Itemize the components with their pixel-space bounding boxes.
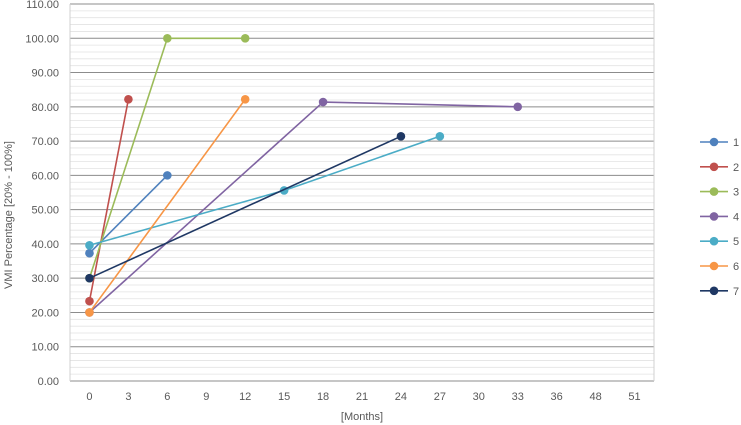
legend-marker <box>709 286 719 296</box>
series-6 <box>85 94 250 317</box>
y-tick-label: 40.00 <box>31 239 59 251</box>
data-point <box>163 171 172 180</box>
x-tick-label: 21 <box>356 391 368 403</box>
legend-marker <box>709 137 719 147</box>
x-tick-label: 18 <box>317 391 329 403</box>
y-axis-ticks: 0.00 10.00 20.00 30.00 40.00 50.00 60.00 70.00 8… <box>25 0 59 388</box>
x-tick-label: 30 <box>473 391 485 403</box>
series-line <box>88 98 246 313</box>
legend-marker <box>709 236 719 246</box>
legend-label: 6 <box>733 261 739 273</box>
legend-item-6: 6 <box>700 261 739 273</box>
legend-item-3: 3 <box>700 187 739 199</box>
y-tick-label: 60.00 <box>31 170 59 182</box>
legend-marker <box>709 162 719 172</box>
x-tick-label: 9 <box>203 391 209 403</box>
legend-label: 5 <box>733 236 739 248</box>
x-tick-label: 36 <box>551 391 563 403</box>
legend-marker <box>709 261 719 271</box>
x-tick-label: 3 <box>125 391 131 403</box>
y-tick-label: 30.00 <box>31 273 59 285</box>
x-tick-label: 24 <box>395 391 407 403</box>
series-7 <box>85 131 406 283</box>
x-tick-label: 15 <box>278 391 290 403</box>
y-axis-title: VMI Percentage [20% - 100%] <box>3 141 15 289</box>
x-tick-label: 6 <box>164 391 170 403</box>
data-point <box>85 308 94 317</box>
data-point <box>85 248 94 258</box>
data-point <box>240 33 250 43</box>
y-tick-label: 50.00 <box>31 205 59 217</box>
data-point <box>85 240 94 250</box>
series-4 <box>85 97 523 317</box>
legend-label: 4 <box>733 211 739 223</box>
legend-item-5: 5 <box>700 236 739 248</box>
legend-item-7: 7 <box>700 286 739 298</box>
series-line <box>89 135 441 247</box>
legend-item-4: 4 <box>700 211 739 223</box>
legend: 1 2 3 4 5 6 7 <box>700 137 739 298</box>
legend-marker <box>709 212 719 221</box>
data-point <box>513 102 523 112</box>
x-axis-title: [Months] <box>341 411 383 423</box>
data-point <box>318 97 328 107</box>
legend-marker <box>709 187 719 196</box>
data-point <box>124 94 133 104</box>
x-tick-label: 48 <box>589 391 601 403</box>
data-point <box>240 94 250 104</box>
legend-label: 3 <box>733 187 739 199</box>
x-tick-label: 0 <box>86 391 92 403</box>
series-3 <box>85 33 250 283</box>
y-tick-label: 100.00 <box>25 33 59 45</box>
y-tick-label: 80.00 <box>31 102 59 114</box>
data-point <box>396 131 406 141</box>
series-1 <box>85 171 172 258</box>
y-tick-label: 110.00 <box>26 0 59 11</box>
legend-item-2: 2 <box>700 162 739 174</box>
series-group <box>85 33 523 317</box>
data-point <box>163 33 172 43</box>
data-point <box>85 296 94 306</box>
series-2 <box>85 94 133 306</box>
gridlines <box>69 3 655 382</box>
x-tick-label: 51 <box>628 391 640 403</box>
y-tick-label: 10.00 <box>31 342 59 354</box>
legend-label: 7 <box>733 286 739 298</box>
series-line <box>89 135 402 279</box>
legend-label: 2 <box>733 162 739 174</box>
y-tick-label: 20.00 <box>31 307 59 319</box>
x-tick-label: 27 <box>434 391 446 403</box>
y-tick-label: 90.00 <box>31 68 59 80</box>
series-line <box>88 99 130 302</box>
series-line <box>88 101 518 314</box>
x-tick-label: 12 <box>239 391 251 403</box>
x-tick-label: 33 <box>512 391 524 403</box>
legend-label: 1 <box>733 137 739 149</box>
data-point <box>85 273 94 283</box>
y-tick-label: 70.00 <box>31 136 59 148</box>
data-point <box>435 131 445 141</box>
series-5 <box>85 131 445 250</box>
legend-item-1: 1 <box>700 137 739 149</box>
x-axis-ticks: 0 3 6 9 12 15 18 21 24 27 30 33 36 48 51 <box>86 391 640 403</box>
y-tick-label: 0.00 <box>38 376 59 388</box>
